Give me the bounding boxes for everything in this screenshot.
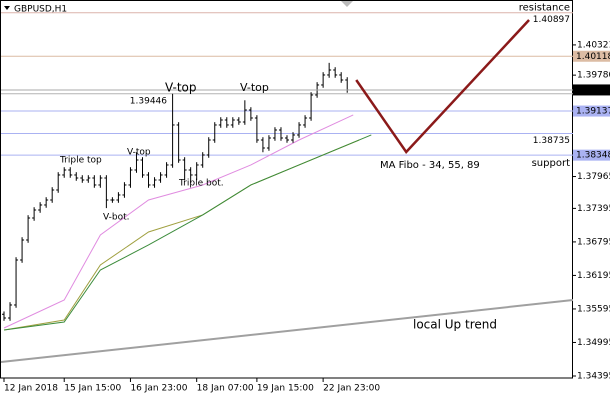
chart-title: GBPUSD,H1 — [14, 5, 67, 15]
pattern-label: V-top — [165, 81, 197, 95]
price-label: 1.39515 — [576, 85, 610, 95]
menu-arrow — [4, 6, 10, 10]
level-text: support — [532, 158, 570, 169]
trend-line — [0, 299, 574, 364]
y-tick-label: 1.37395 — [577, 204, 610, 214]
level-label: 1.39446 — [130, 96, 167, 106]
x-tick-label: 19 Jan 15:00 — [257, 384, 314, 394]
shift-marker — [341, 1, 353, 7]
pattern-label: V-top — [127, 148, 151, 158]
x-tick-label: 18 Jan 07:00 — [197, 384, 254, 394]
level-box — [573, 149, 610, 161]
y-tick-label: 1.34995 — [577, 338, 610, 348]
level-label: 1.40897 — [533, 15, 570, 25]
level-box — [573, 50, 610, 62]
level-label: 1.39137 — [576, 107, 610, 117]
ma-line — [3, 114, 354, 329]
pattern-label: V-bot. — [103, 213, 130, 223]
y-tick-label: 1.35595 — [577, 304, 610, 314]
pattern-label: Triple top — [59, 156, 102, 166]
level-text: resistance — [519, 3, 570, 14]
ma-line — [3, 134, 372, 331]
level-label: 1.38348 — [576, 151, 610, 161]
trend-label: local Up trend — [413, 318, 497, 332]
y-tick-label: 1.34395 — [577, 371, 610, 381]
projection-line — [355, 19, 530, 154]
plot-frame — [0, 0, 573, 379]
x-tick-label: 12 Jan 2018 — [4, 384, 58, 394]
pattern-label: V-top — [240, 81, 269, 94]
y-tick-label: 1.36195 — [577, 271, 610, 281]
x-tick-label: 16 Jan 23:00 — [130, 384, 187, 394]
level-label: 1.38735 — [533, 136, 570, 146]
pattern-label: Triple bot. — [178, 179, 224, 189]
level-label: 1.40118 — [576, 52, 610, 62]
y-tick-label: 1.39780 — [577, 71, 610, 81]
y-tick-label: 1.36795 — [577, 237, 610, 247]
x-tick-label: 22 Jan 23:00 — [323, 384, 380, 394]
y-tick-label: 1.37965 — [577, 172, 610, 182]
ma-label: MA Fibo - 34, 55, 89 — [380, 160, 480, 171]
x-tick-label: 15 Jan 15:00 — [64, 384, 121, 394]
level-box — [573, 105, 610, 117]
price-box — [573, 84, 610, 96]
